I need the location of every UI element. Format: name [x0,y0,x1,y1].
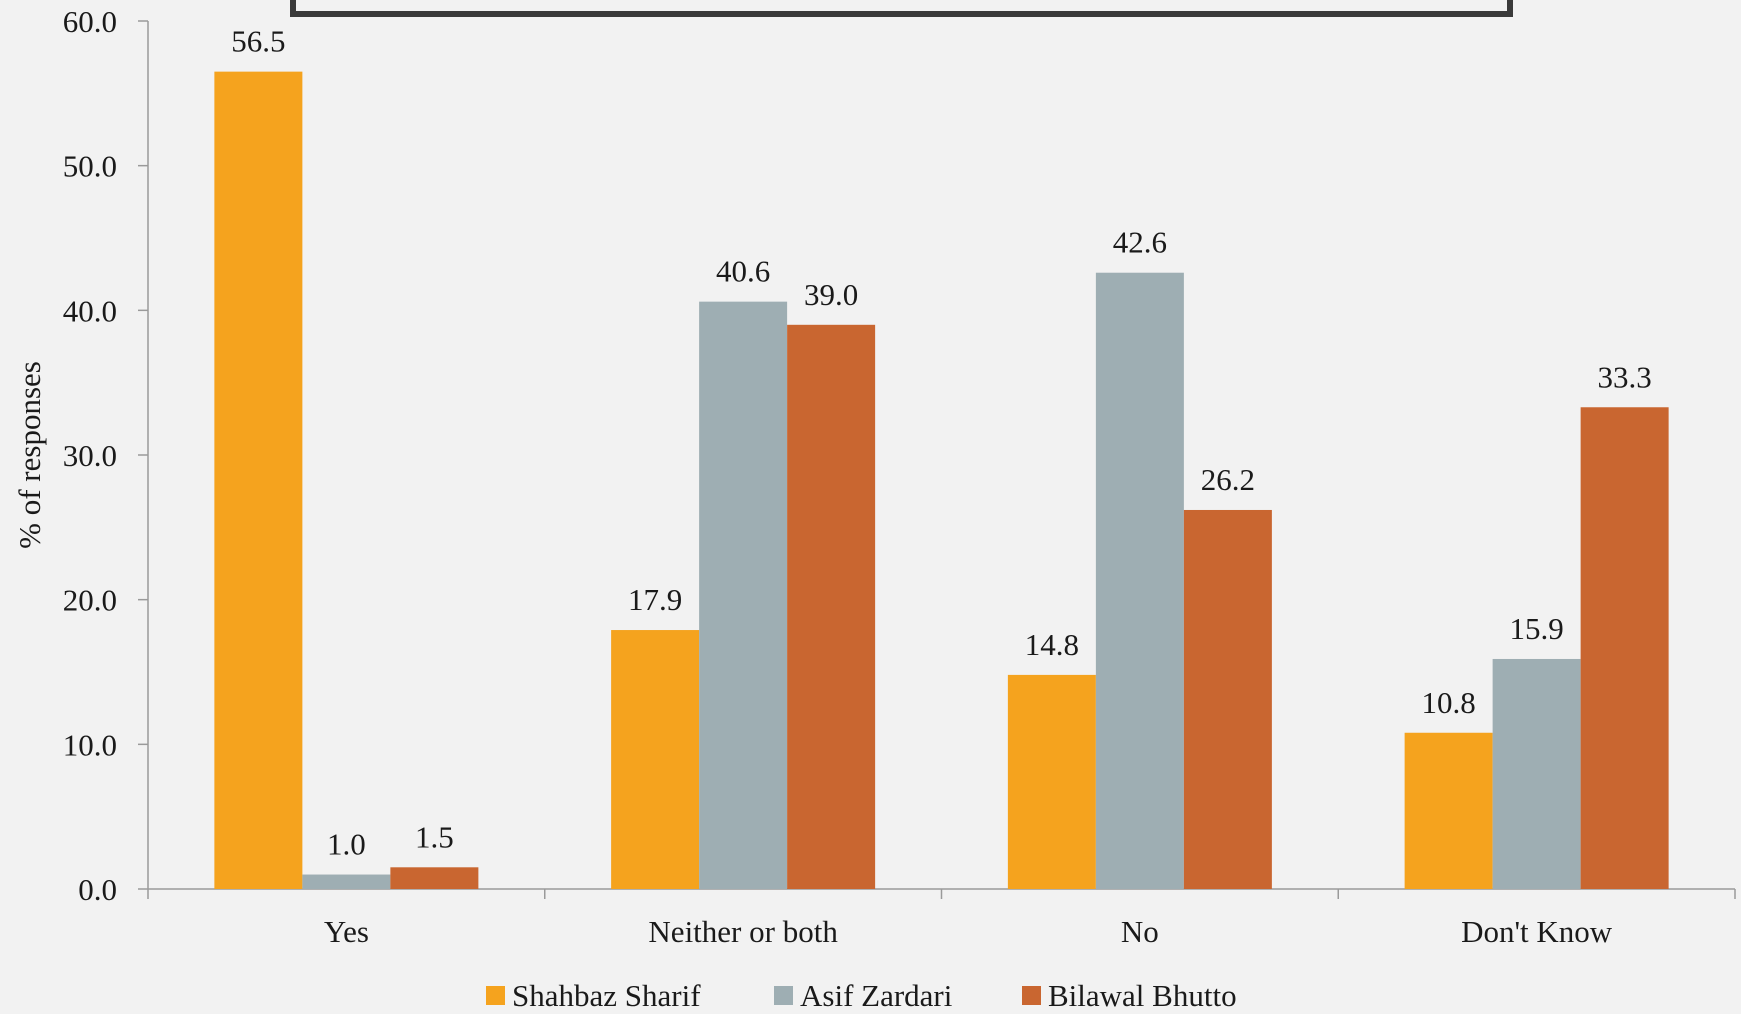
data-label: 15.9 [1510,611,1564,646]
data-label: 1.0 [327,827,366,862]
bar [1580,407,1669,889]
legend: Shahbaz Sharif Asif Zardari Bilawal Bhutto [486,978,1237,1013]
bar [390,867,479,889]
data-label: 10.8 [1422,685,1476,720]
bars [214,71,1669,890]
legend-label: Bilawal Bhutto [1048,978,1237,1013]
bar [699,301,788,889]
x-axis: Yes Neither or both No Don't Know [147,888,1736,949]
legend-label: Shahbaz Sharif [512,978,701,1013]
y-tick-label: 10.0 [63,727,117,762]
bar [214,71,303,890]
bar [1492,658,1581,889]
bar [1183,509,1272,889]
bar [1404,732,1493,889]
x-category-label: Yes [324,914,369,949]
y-tick-label: 20.0 [63,583,117,618]
bar [1007,674,1096,889]
data-label: 56.5 [231,24,285,59]
bar [611,630,700,889]
bar [787,324,876,889]
legend-swatch [1022,986,1041,1005]
y-tick-label: 40.0 [63,293,117,328]
y-axis: 0.0 10.0 20.0 30.0 40.0 50.0 60.0 [63,4,149,907]
x-category-label: Neither or both [648,914,838,949]
data-label: 33.3 [1598,359,1652,394]
y-tick-label: 50.0 [63,149,117,184]
bar [1095,272,1184,890]
legend-swatch [774,986,793,1005]
data-label: 14.8 [1025,627,1079,662]
top-frame-box [290,0,1513,17]
data-label: 42.6 [1113,225,1167,260]
data-labels: 56.5 1.0 1.5 17.9 40.6 39.0 14.8 42.6 26.2 10.8 15… [231,24,1652,862]
y-tick-label: 0.0 [78,872,117,907]
legend-swatch [486,986,505,1005]
x-category-label: Don't Know [1461,914,1613,949]
y-tick-label: 30.0 [63,438,117,473]
data-label: 40.6 [716,254,770,289]
data-label: 17.9 [628,582,682,617]
y-tick-label: 60.0 [63,4,117,39]
x-category-label: No [1121,914,1159,949]
data-label: 1.5 [415,819,454,854]
y-axis-title: % of responses [12,361,47,549]
legend-label: Asif Zardari [800,978,953,1013]
data-label: 26.2 [1201,462,1255,497]
data-label: 39.0 [804,277,858,312]
bar [302,874,391,889]
